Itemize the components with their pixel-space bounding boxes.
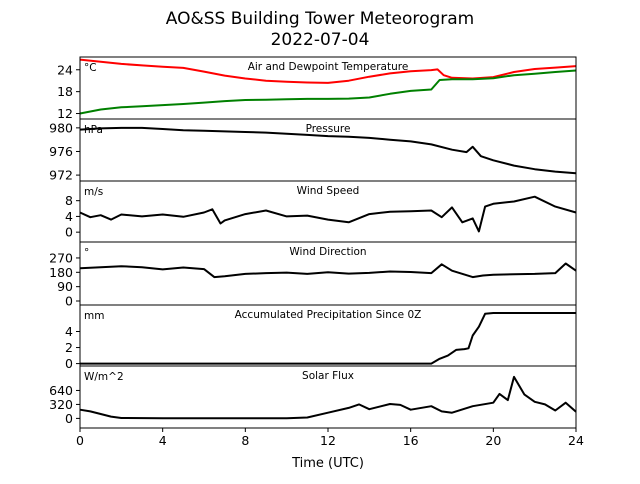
x-tick-label-3: 12 xyxy=(320,433,336,448)
panel-2-ytick-label-1: 4 xyxy=(65,209,73,224)
panel-0-unit-label: °C xyxy=(84,62,97,74)
panel-4: 024 mm Accumulated Precipitation Since 0Z xyxy=(65,304,577,371)
chart-title: AO&SS Building Tower Meteorogram xyxy=(166,9,474,29)
panel-3-ytick-label-2: 180 xyxy=(49,265,73,280)
panel-0-ytick-label-0: 12 xyxy=(57,106,73,121)
panel-4-ytick-label-2: 4 xyxy=(65,324,73,339)
panel-3-title: Wind Direction xyxy=(289,246,366,258)
panel-0-ytick-label-1: 18 xyxy=(57,84,73,99)
panel-2-unit-label: m/s xyxy=(84,186,103,198)
x-tick-label-4: 16 xyxy=(403,433,419,448)
x-tick-label-1: 4 xyxy=(159,433,167,448)
panel-1-series-0-line xyxy=(79,126,577,175)
panel-2-ytick-label-0: 0 xyxy=(65,225,73,240)
panel-1-title: Pressure xyxy=(306,123,351,135)
x-ticks-layer: 0 4 8 12 16 20 24 xyxy=(76,428,584,448)
panel-4-unit-label: mm xyxy=(84,310,104,322)
x-tick-label-5: 20 xyxy=(485,433,501,448)
panel-2: 048 m/s Wind Speed xyxy=(65,180,577,243)
panel-0: 12 18 24 °C Air and Dewpoint Temperature xyxy=(57,56,577,121)
x-axis-label: Time (UTC) xyxy=(291,456,364,471)
panel-5-series-0-line xyxy=(79,375,577,420)
panel-4-title: Accumulated Precipitation Since 0Z xyxy=(235,309,422,321)
panel-2-series-0-line xyxy=(79,195,577,233)
panel-1-ytick-label-1: 976 xyxy=(49,144,73,159)
panel-3-ytick-label-3: 270 xyxy=(49,250,73,265)
panel-1-unit-label: hPa xyxy=(84,124,103,136)
panel-4-ytick-label-0: 0 xyxy=(65,356,73,371)
panel-5-ytick-label-0: 0 xyxy=(65,411,73,426)
x-tick-label-6: 24 xyxy=(568,433,584,448)
panel-1-ytick-label-0: 972 xyxy=(49,168,73,183)
panel-4-series-0-line xyxy=(80,312,576,365)
panel-3-unit-label: ° xyxy=(84,247,89,259)
panel-3-ytick-label-0: 0 xyxy=(65,294,73,309)
panel-1-ytick-label-2: 980 xyxy=(49,120,73,135)
panel-5-ytick-label-2: 640 xyxy=(49,383,73,398)
panel-0-ytick-label-2: 24 xyxy=(57,62,73,77)
panel-3-ytick-label-1: 90 xyxy=(57,279,73,294)
chart-subtitle: 2022-07-04 xyxy=(271,30,370,50)
panel-2-title: Wind Speed xyxy=(297,185,360,197)
x-tick-label-0: 0 xyxy=(76,433,84,448)
panel-0-series-1-line xyxy=(79,69,577,115)
panel-1: 972 976 980 hPa Pressure xyxy=(49,118,577,183)
panel-5-ytick-label-1: 320 xyxy=(49,397,73,412)
panel-5-title: Solar Flux xyxy=(302,370,354,382)
panel-4-ytick-label-1: 2 xyxy=(65,340,73,355)
panel-5-unit-label: W/m^2 xyxy=(84,371,124,383)
panel-3-series-0-line xyxy=(79,262,577,279)
x-tick-label-2: 8 xyxy=(241,433,249,448)
panel-0-title: Air and Dewpoint Temperature xyxy=(248,61,409,73)
panel-2-ytick-label-2: 8 xyxy=(65,193,73,208)
